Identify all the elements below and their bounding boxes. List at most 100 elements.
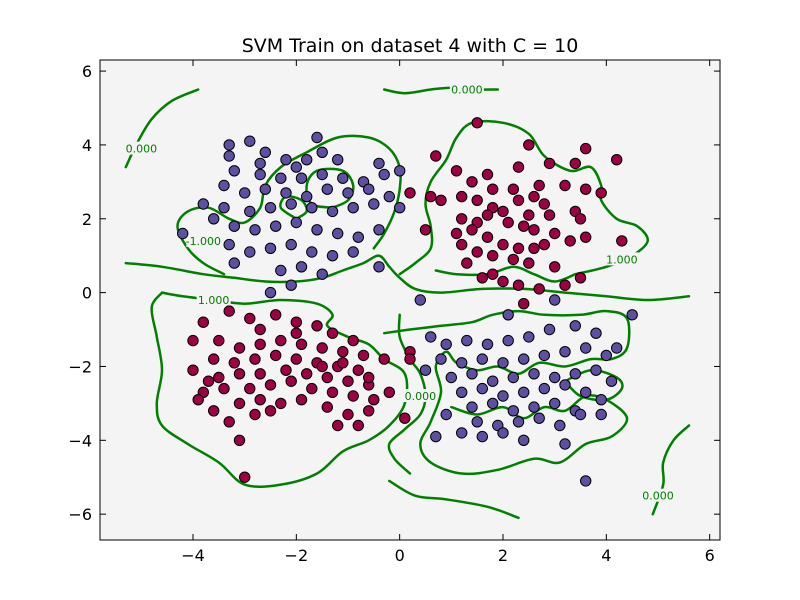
- point-class-blue: [394, 202, 406, 214]
- contour-line: [150, 291, 409, 488]
- chart-title: SVM Train on dataset 4 with C = 10: [242, 35, 579, 57]
- point-class-red: [270, 309, 282, 321]
- point-class-red: [233, 397, 246, 410]
- point-class-blue: [497, 427, 509, 439]
- point-class-blue: [487, 375, 499, 387]
- point-class-red: [187, 364, 199, 376]
- point-class-blue: [543, 323, 556, 336]
- point-class-blue: [600, 349, 612, 362]
- point-class-red: [280, 364, 292, 376]
- point-class-blue: [285, 238, 297, 251]
- contour-label-background: [641, 488, 675, 502]
- plot-area: [100, 60, 720, 540]
- point-class-blue: [326, 205, 339, 218]
- point-class-blue: [549, 397, 561, 410]
- point-class-blue: [306, 246, 318, 258]
- point-class-red: [450, 227, 463, 240]
- point-class-blue: [363, 183, 375, 195]
- point-class-blue: [244, 205, 256, 218]
- point-class-blue: [368, 198, 380, 210]
- contour-label-background: [196, 293, 231, 306]
- point-class-red: [275, 334, 287, 347]
- point-class-red: [290, 327, 302, 339]
- point-class-red: [419, 224, 432, 236]
- point-class-blue: [590, 364, 602, 376]
- x-tick-label: 2: [498, 546, 508, 565]
- point-class-red: [528, 190, 540, 203]
- point-class-blue: [244, 246, 256, 258]
- point-class-red: [321, 371, 333, 384]
- point-class-blue: [228, 165, 241, 177]
- point-class-blue: [383, 190, 395, 203]
- point-class-red: [533, 179, 545, 192]
- point-class-red: [264, 405, 277, 417]
- point-class-red: [311, 320, 323, 332]
- point-class-blue: [259, 146, 271, 159]
- point-class-blue: [378, 168, 390, 181]
- point-class-red: [476, 272, 488, 284]
- point-class-red: [507, 253, 519, 266]
- point-class-red: [564, 235, 576, 247]
- point-class-red: [538, 198, 550, 210]
- point-class-blue: [430, 430, 442, 443]
- point-class-red: [523, 139, 535, 151]
- point-class-red: [368, 394, 380, 406]
- point-class-blue: [580, 475, 592, 487]
- point-class-red: [512, 279, 525, 291]
- point-class-blue: [476, 382, 488, 395]
- point-class-red: [569, 157, 581, 170]
- point-class-red: [326, 327, 339, 339]
- point-class-red: [342, 408, 354, 421]
- point-class-blue: [605, 375, 618, 387]
- point-class-blue: [580, 386, 592, 398]
- point-class-red: [533, 283, 545, 295]
- point-class-red: [290, 353, 302, 365]
- point-class-red: [481, 231, 494, 243]
- point-class-blue: [456, 386, 468, 398]
- point-class-red: [254, 323, 266, 336]
- point-class-red: [213, 334, 225, 347]
- contour-line: [434, 265, 577, 283]
- point-class-blue: [316, 268, 328, 280]
- point-class-blue: [512, 416, 525, 428]
- x-tick-label: 0: [395, 546, 405, 565]
- point-class-red: [497, 205, 509, 218]
- point-class-red: [223, 305, 235, 317]
- point-class-red: [332, 419, 344, 432]
- point-class-blue: [440, 408, 452, 421]
- y-tick-label: 0: [82, 284, 92, 303]
- x-tick-label: −4: [181, 546, 205, 565]
- point-class-red: [430, 150, 442, 162]
- point-class-red: [218, 382, 230, 395]
- point-class-blue: [275, 172, 287, 184]
- point-class-blue: [244, 135, 256, 147]
- point-class-blue: [259, 183, 271, 195]
- point-class-red: [574, 272, 587, 284]
- contour-label: 0.000: [451, 84, 483, 97]
- point-class-blue: [223, 238, 235, 251]
- point-class-red: [543, 157, 556, 170]
- point-class-blue: [414, 294, 426, 306]
- point-class-red: [192, 394, 204, 406]
- point-class-blue: [337, 172, 349, 184]
- point-class-red: [471, 194, 483, 207]
- point-class-blue: [352, 231, 364, 243]
- point-class-blue: [476, 353, 488, 365]
- point-class-red: [518, 298, 530, 310]
- point-class-red: [523, 209, 535, 221]
- point-class-red: [456, 213, 468, 225]
- point-class-blue: [311, 224, 323, 236]
- point-class-red: [290, 316, 302, 328]
- point-class-blue: [611, 342, 623, 354]
- point-class-blue: [254, 168, 266, 181]
- point-class-red: [435, 194, 447, 207]
- point-class-blue: [528, 368, 540, 380]
- point-class-blue: [280, 154, 292, 166]
- point-class-blue: [218, 202, 230, 214]
- point-class-blue: [456, 357, 468, 369]
- point-class-red: [342, 375, 354, 387]
- point-class-red: [549, 227, 561, 240]
- point-class-red: [497, 275, 509, 288]
- point-class-blue: [497, 357, 509, 369]
- point-class-blue: [538, 382, 550, 395]
